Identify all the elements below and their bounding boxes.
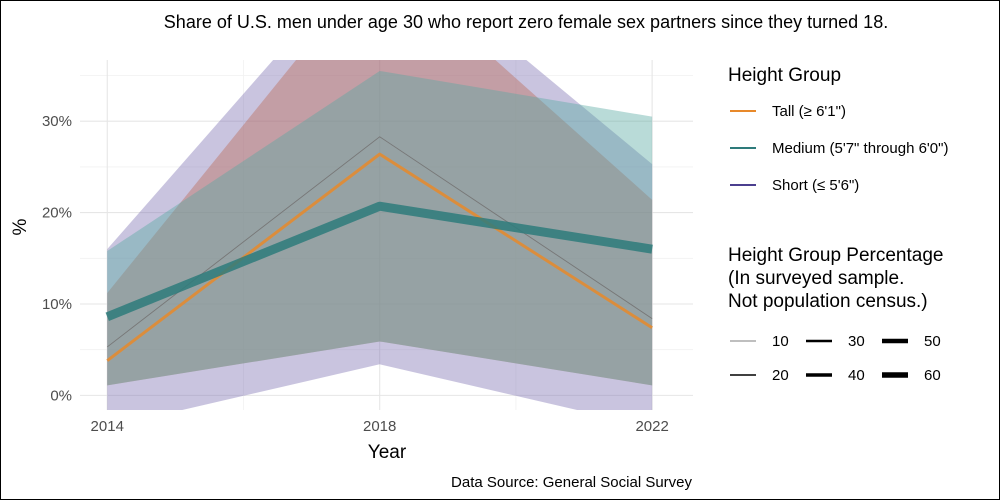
x-tick-label: 2022 bbox=[635, 418, 668, 435]
x-tick-labels: 2014 2018 2022 bbox=[91, 418, 669, 435]
y-tick-labels: 0% 10% 20% 30% bbox=[42, 113, 72, 404]
color-legend-label: Short (≤ 5'6") bbox=[772, 177, 859, 194]
size-legend-label: 40 bbox=[848, 367, 865, 384]
size-legend-label: 50 bbox=[924, 333, 941, 350]
size-legend-title-line-2: (In surveyed sample. bbox=[728, 268, 904, 289]
color-legend-title: Height Group bbox=[728, 65, 841, 86]
ribbon-0 bbox=[107, 60, 653, 410]
chart-title: Share of U.S. men under age 30 who repor… bbox=[164, 12, 888, 32]
ribbon-2 bbox=[107, 70, 653, 386]
ribbon-1 bbox=[107, 60, 653, 386]
size-legend-title-line-1: Height Group Percentage bbox=[728, 245, 943, 266]
color-legend-label: Tall (≥ 6'1") bbox=[772, 103, 846, 120]
y-tick-label: 10% bbox=[42, 296, 72, 313]
x-axis-label: Year bbox=[368, 442, 407, 463]
color-legend-label: Medium (5'7" through 6'0") bbox=[772, 140, 948, 157]
y-tick-label: 30% bbox=[42, 113, 72, 130]
y-axis-label: % bbox=[10, 218, 31, 235]
series-line-1 bbox=[106, 152, 653, 362]
x-tick-label: 2018 bbox=[363, 418, 396, 435]
y-tick-label: 0% bbox=[50, 387, 72, 404]
size-legend-label: 10 bbox=[772, 333, 789, 350]
size-legend-label: 60 bbox=[924, 367, 941, 384]
x-tick-label: 2014 bbox=[91, 418, 124, 435]
series-lines bbox=[105, 136, 653, 362]
confidence-ribbons bbox=[107, 60, 653, 410]
size-legend-label: 20 bbox=[772, 367, 789, 384]
size-legend-title-line-3: Not population census.) bbox=[728, 291, 928, 312]
color-legend: Height Group Tall (≥ 6'1") Medium (5'7" t… bbox=[728, 65, 948, 194]
size-legend: Height Group Percentage (In surveyed sam… bbox=[728, 245, 943, 384]
series-line-2 bbox=[105, 201, 653, 321]
data-source-caption: Data Source: General Social Survey bbox=[451, 474, 692, 491]
y-tick-label: 20% bbox=[42, 205, 72, 222]
size-legend-label: 30 bbox=[848, 333, 865, 350]
